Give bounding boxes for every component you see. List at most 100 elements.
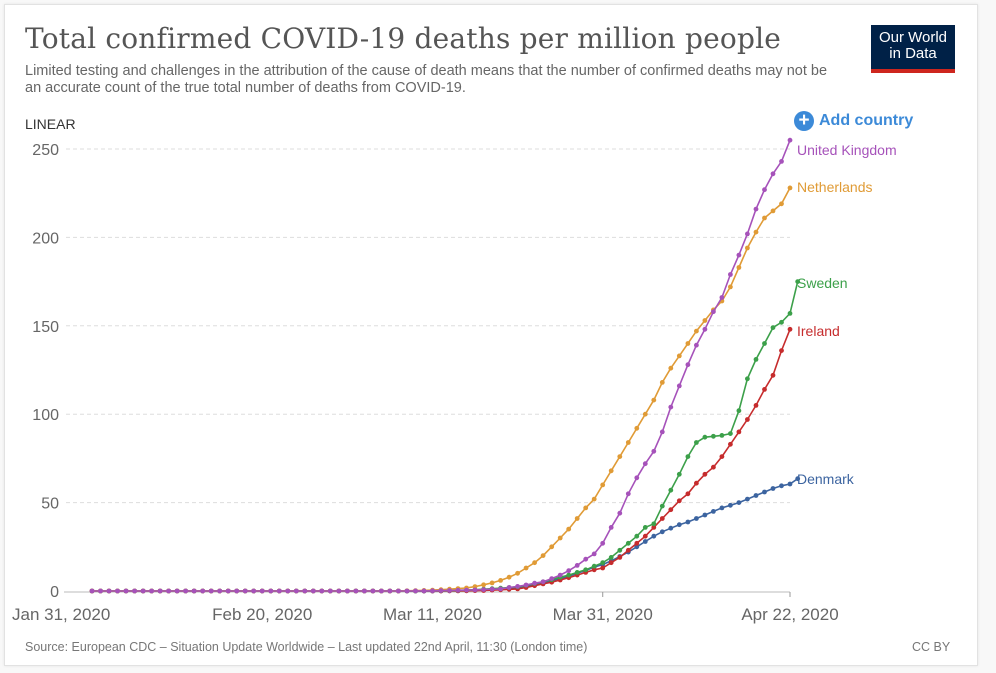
data-point[interactable] (591, 551, 597, 557)
data-point[interactable] (634, 544, 640, 550)
data-point[interactable] (157, 588, 163, 594)
data-point[interactable] (498, 586, 503, 592)
data-point[interactable] (770, 325, 776, 330)
data-point[interactable] (472, 584, 478, 589)
data-point[interactable] (387, 588, 393, 594)
data-point[interactable] (795, 279, 801, 284)
data-point[interactable] (719, 454, 725, 459)
data-point[interactable] (276, 588, 282, 594)
data-point[interactable] (574, 563, 580, 568)
data-point[interactable] (591, 567, 597, 573)
data-point[interactable] (566, 568, 572, 574)
data-point[interactable] (217, 588, 223, 594)
data-point[interactable] (574, 516, 580, 521)
data-point[interactable] (89, 588, 95, 594)
data-point[interactable] (268, 588, 274, 594)
data-point[interactable] (549, 576, 555, 581)
data-point[interactable] (659, 429, 665, 435)
data-point[interactable] (787, 311, 793, 316)
data-point[interactable] (770, 372, 776, 378)
data-point[interactable] (532, 580, 537, 586)
series-denmark[interactable] (89, 476, 801, 594)
data-point[interactable] (745, 245, 750, 251)
data-point[interactable] (762, 387, 767, 392)
data-point[interactable] (430, 588, 435, 594)
data-point[interactable] (762, 489, 767, 495)
data-point[interactable] (191, 588, 197, 594)
series-label-denmark[interactable]: Denmark (797, 471, 855, 487)
data-point[interactable] (770, 486, 776, 491)
data-point[interactable] (574, 570, 580, 575)
data-point[interactable] (447, 588, 452, 593)
data-point[interactable] (676, 498, 682, 504)
data-point[interactable] (711, 433, 716, 439)
data-point[interactable] (685, 341, 691, 346)
line-sweden[interactable] (92, 281, 799, 592)
data-point[interactable] (762, 215, 767, 221)
series-sweden[interactable] (89, 279, 801, 594)
data-point[interactable] (370, 588, 376, 594)
series-label-ireland[interactable]: Ireland (797, 323, 840, 339)
data-point[interactable] (787, 481, 793, 487)
data-point[interactable] (779, 483, 784, 489)
data-point[interactable] (498, 578, 503, 583)
data-point[interactable] (694, 328, 699, 334)
series-netherlands[interactable] (89, 185, 793, 594)
data-point[interactable] (642, 525, 648, 530)
data-point[interactable] (745, 376, 750, 382)
data-point[interactable] (676, 383, 682, 389)
data-point[interactable] (489, 580, 495, 586)
series-label-netherlands[interactable]: Netherlands (797, 179, 873, 195)
data-point[interactable] (421, 588, 427, 594)
data-point[interactable] (600, 540, 606, 546)
data-point[interactable] (506, 585, 512, 590)
data-point[interactable] (736, 500, 742, 505)
data-point[interactable] (676, 522, 682, 528)
data-point[interactable] (642, 411, 648, 417)
data-point[interactable] (617, 454, 623, 459)
data-point[interactable] (608, 525, 614, 530)
data-point[interactable] (651, 521, 657, 527)
data-point[interactable] (353, 588, 359, 594)
data-point[interactable] (753, 357, 759, 362)
data-point[interactable] (515, 584, 520, 589)
data-point[interactable] (106, 588, 112, 594)
data-point[interactable] (702, 326, 708, 332)
data-point[interactable] (694, 480, 699, 486)
data-point[interactable] (694, 342, 699, 348)
data-point[interactable] (166, 588, 172, 594)
data-point[interactable] (557, 535, 563, 541)
data-point[interactable] (770, 208, 776, 214)
data-point[interactable] (608, 555, 614, 560)
data-point[interactable] (676, 353, 682, 359)
data-point[interactable] (600, 482, 606, 488)
data-point[interactable] (481, 587, 486, 592)
data-point[interactable] (583, 505, 589, 511)
data-point[interactable] (779, 201, 784, 207)
series-label-united-kingdom[interactable]: United Kingdom (797, 142, 897, 158)
data-point[interactable] (617, 555, 623, 560)
data-point[interactable] (702, 512, 708, 518)
line-netherlands[interactable] (92, 187, 791, 592)
data-point[interactable] (711, 464, 716, 470)
data-point[interactable] (651, 448, 657, 454)
data-point[interactable] (736, 252, 742, 258)
data-point[interactable] (685, 362, 691, 368)
series-label-sweden[interactable]: Sweden (797, 275, 848, 291)
data-point[interactable] (472, 587, 478, 593)
series-united-kingdom[interactable] (89, 137, 793, 594)
data-point[interactable] (183, 588, 189, 594)
data-point[interactable] (259, 588, 265, 594)
data-point[interactable] (625, 440, 631, 445)
data-point[interactable] (702, 434, 708, 440)
data-point[interactable] (413, 588, 418, 594)
data-point[interactable] (302, 588, 308, 594)
data-point[interactable] (396, 588, 401, 594)
scale-toggle[interactable]: LINEAR (25, 116, 76, 132)
data-point[interactable] (515, 570, 520, 576)
data-point[interactable] (702, 471, 708, 477)
data-point[interactable] (728, 431, 733, 436)
data-point[interactable] (728, 502, 733, 508)
data-point[interactable] (719, 295, 725, 300)
data-point[interactable] (464, 587, 469, 593)
